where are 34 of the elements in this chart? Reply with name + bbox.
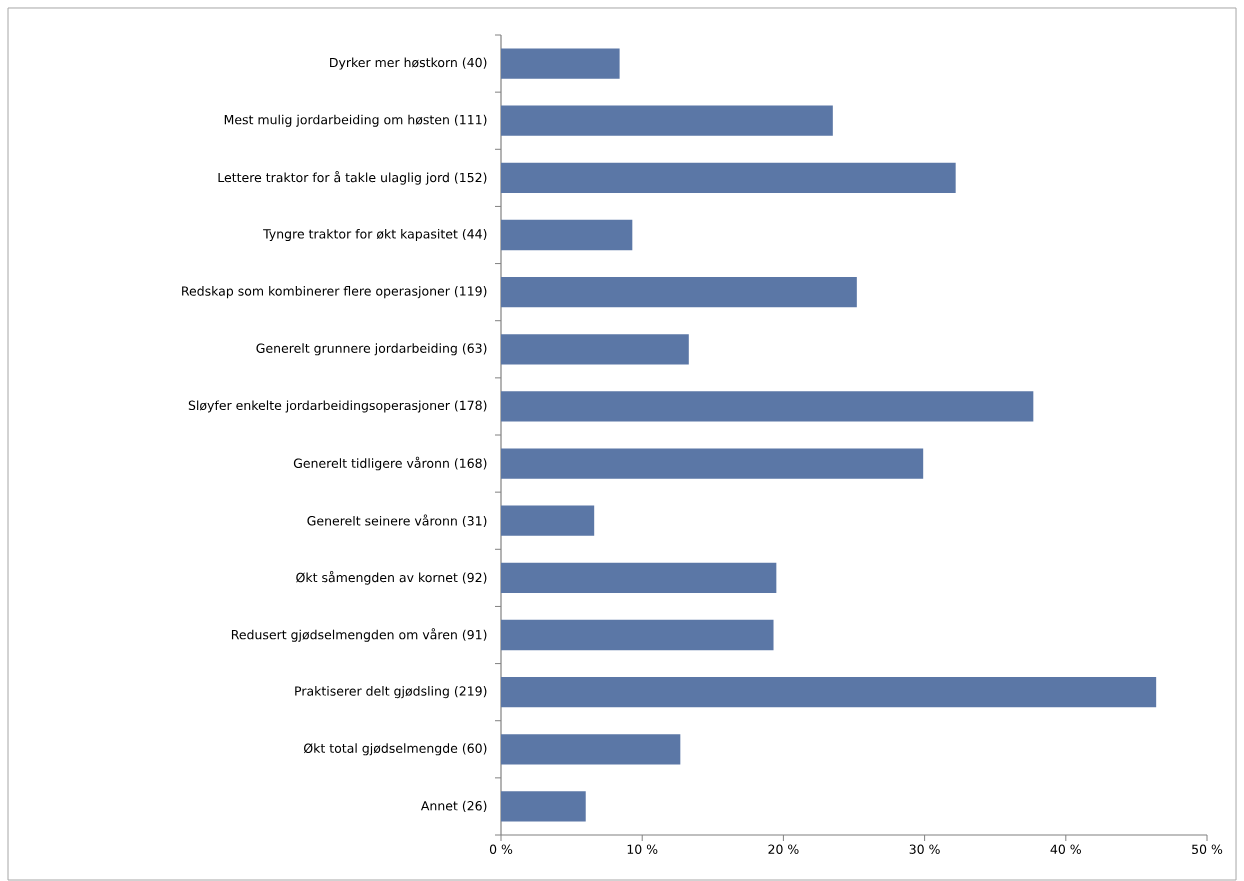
y-tick-label: Økt såmengden av kornet (92) — [296, 571, 487, 585]
bar — [501, 162, 956, 193]
y-tick-label: Praktiserer delt gjødsling (219) — [295, 686, 487, 699]
y-tick-label: Mest mulig jordarbeiding om høsten (111) — [224, 114, 487, 127]
bar — [501, 677, 1157, 708]
x-tick-label: 30 % — [909, 844, 940, 854]
bar — [501, 334, 689, 365]
y-tick-label: Tyngre traktor for økt kapasitet (44) — [263, 228, 487, 242]
y-tick-label: Lettere traktor for å takle ulaglig jord (152) — [218, 171, 487, 185]
bar — [501, 562, 777, 594]
bar — [501, 277, 857, 308]
x-tick-label: 40 % — [1050, 844, 1081, 854]
bar — [501, 791, 586, 822]
y-tick-label: Dyrker mer høstkorn (40) — [330, 57, 487, 70]
y-tick-label: Økt total gjødselmengde (60) — [303, 743, 487, 756]
bar — [501, 219, 633, 251]
x-tick-label: 10 % — [627, 844, 658, 854]
bar — [501, 505, 595, 536]
y-tick-label: Generelt grunnere jordarbeiding (63) — [256, 343, 487, 356]
x-tick-label: 20 % — [768, 844, 799, 854]
y-tick-label: Sløyfer enkelte jordarbeidingsoperasjoner (178) — [188, 400, 487, 413]
bar — [501, 448, 924, 479]
bar — [501, 619, 774, 651]
y-tick-label: Redusert gjødselmengden om våren (91) — [231, 628, 487, 642]
y-tick-label: Redskap som kombinerer flere operasjoner (119) — [182, 286, 487, 299]
bar — [501, 48, 620, 79]
x-tick-label: 0 % — [489, 844, 513, 854]
bar — [501, 105, 833, 136]
bar — [501, 391, 1034, 422]
y-tick-label: Annet (26) — [420, 800, 487, 812]
x-tick-label: 50 % — [1192, 844, 1223, 854]
bar — [501, 734, 681, 765]
y-tick-label: Generelt seinere våronn (31) — [307, 514, 487, 528]
y-tick-label: Generelt tidligere våronn (168) — [293, 456, 487, 471]
